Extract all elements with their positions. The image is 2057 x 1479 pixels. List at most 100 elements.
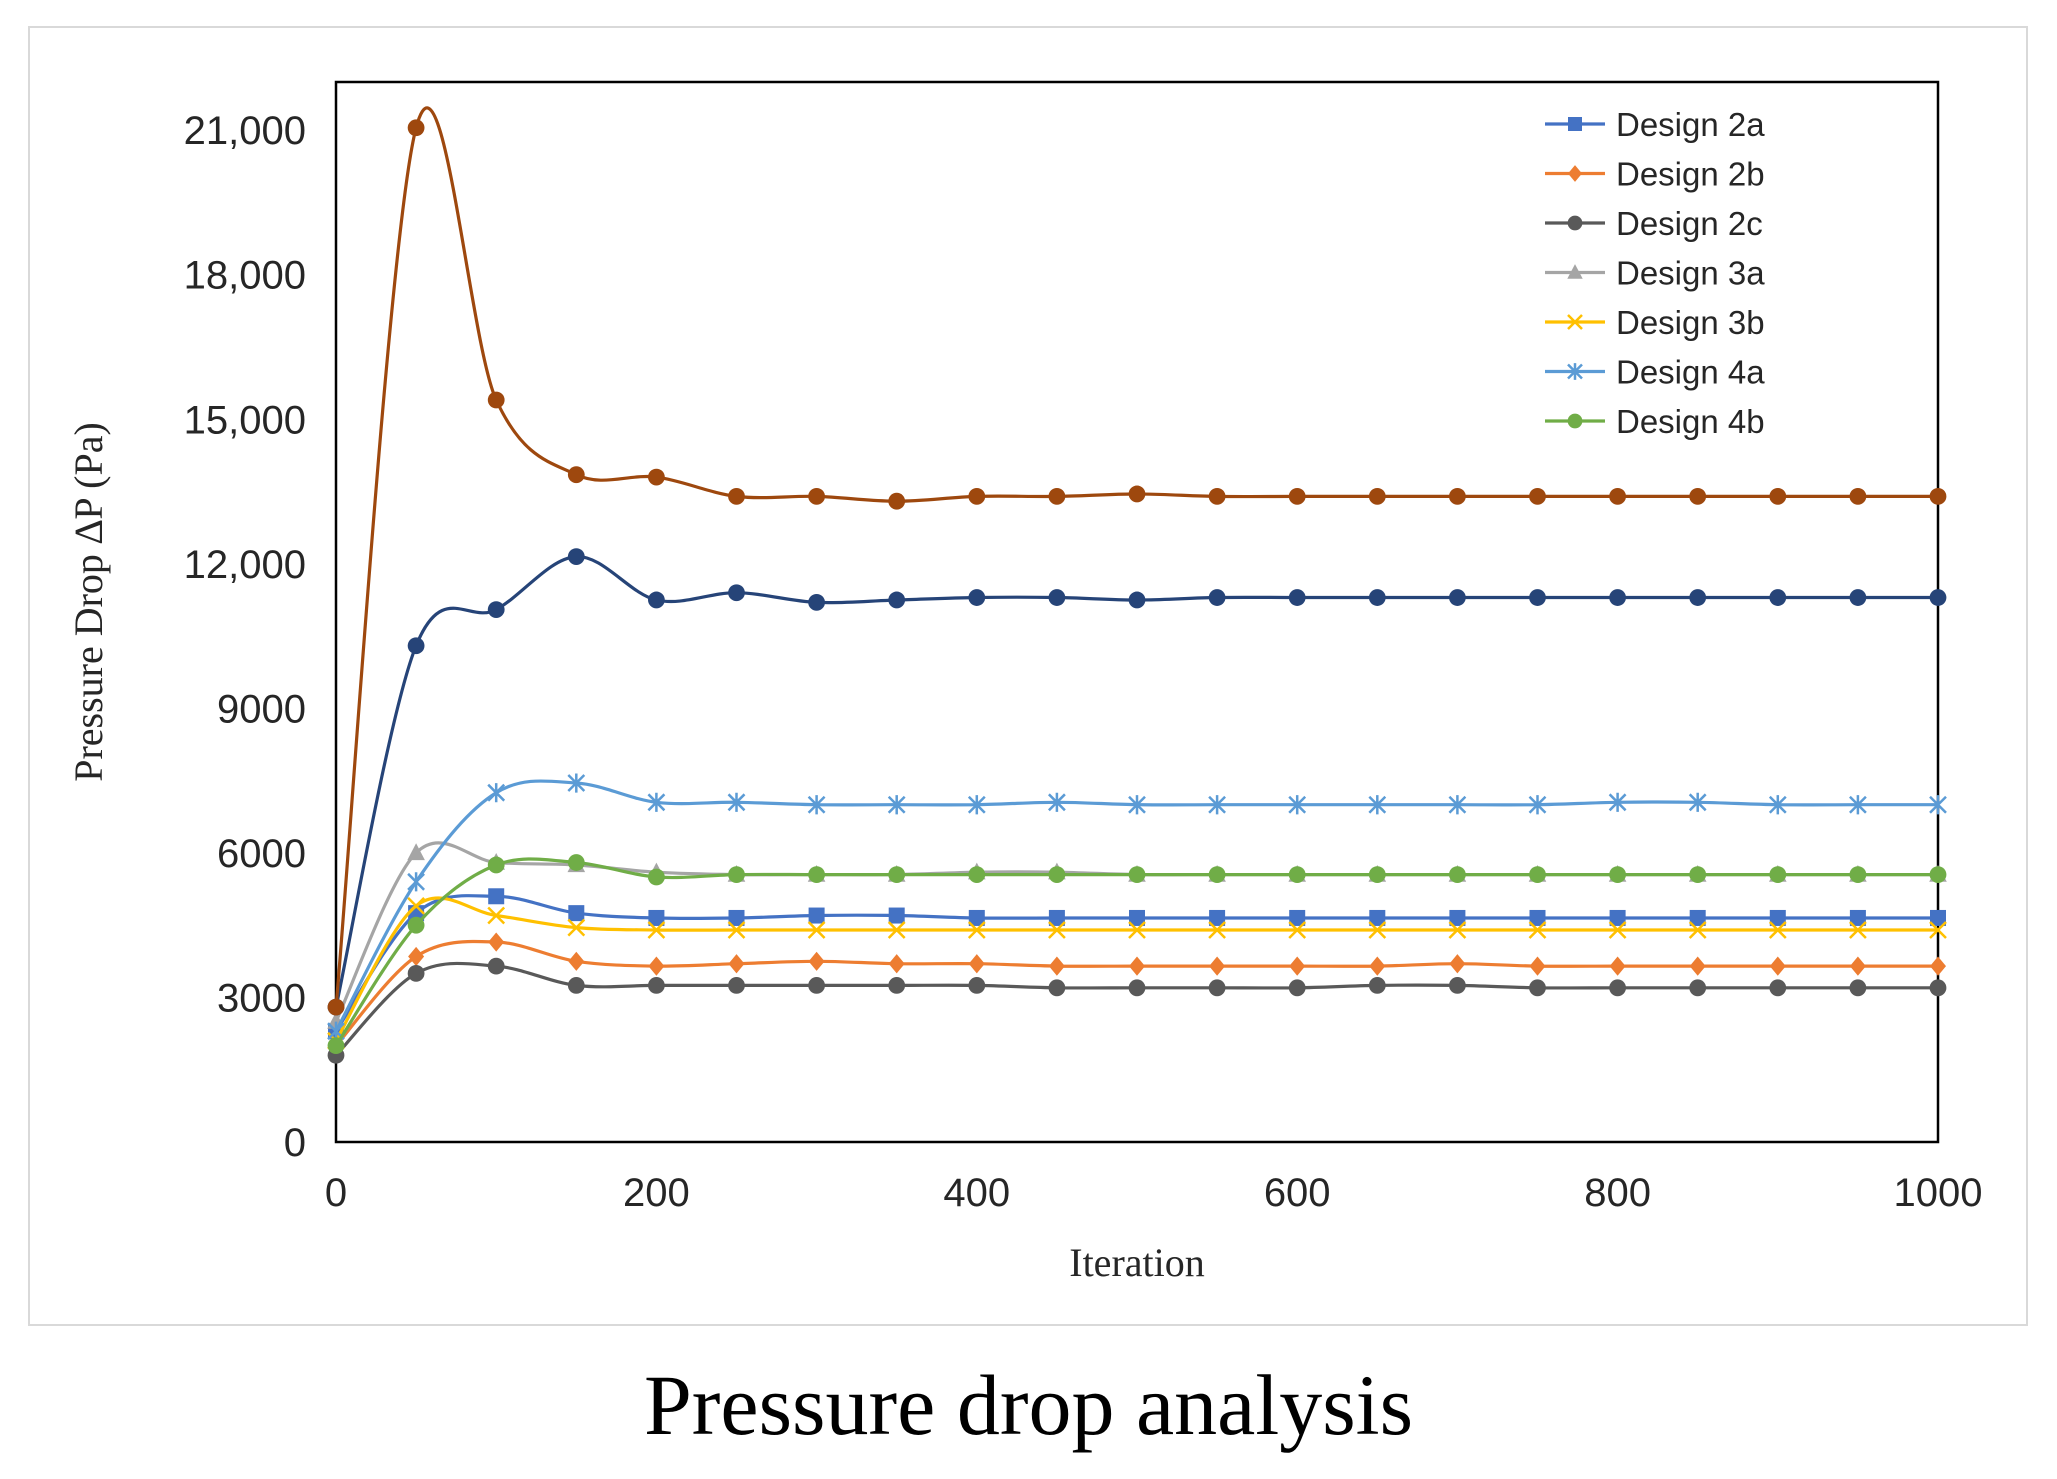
data-point	[567, 977, 585, 994]
data-point	[1208, 589, 1226, 606]
data-point	[648, 591, 665, 609]
legend-entry: Design 4b	[1545, 403, 1765, 440]
legend-entry: Design 4a	[1545, 354, 1765, 391]
data-point	[1929, 866, 1947, 883]
data-point	[808, 951, 825, 971]
data-point	[1529, 487, 1546, 505]
data-point	[408, 946, 425, 967]
data-point	[1368, 795, 1387, 815]
legend-entry: Design 3a	[1545, 255, 1765, 292]
data-point	[1849, 795, 1867, 815]
data-point	[967, 921, 986, 939]
data-point	[1689, 909, 1706, 926]
data-point	[648, 468, 665, 486]
data-point	[1208, 979, 1226, 997]
legend-entry: Design 2b	[1545, 156, 1765, 193]
data-point	[808, 866, 825, 883]
data-point	[1368, 977, 1386, 994]
data-point	[888, 977, 906, 994]
figure-caption: Pressure drop analysis	[643, 1357, 1414, 1453]
legend-entry: Design 3b	[1545, 304, 1765, 341]
data-point	[1929, 589, 1947, 606]
data-point	[1449, 866, 1466, 883]
data-point	[1208, 795, 1226, 815]
series-design-4b	[327, 854, 1947, 1055]
data-point	[1288, 487, 1306, 505]
data-point	[1208, 921, 1226, 939]
data-point	[888, 492, 906, 510]
data-point	[1929, 979, 1947, 997]
data-point	[1608, 792, 1627, 812]
data-point	[1568, 117, 1582, 131]
legend: Design 2a Design 2b Design 2c Design 3a Desi…	[1545, 106, 1765, 440]
data-point	[1567, 215, 1583, 231]
data-point	[968, 487, 986, 505]
y-tick-label: 18,000	[184, 254, 306, 298]
series-design-2a	[328, 888, 1946, 1040]
data-point	[807, 921, 826, 939]
data-point	[1129, 909, 1145, 926]
data-point	[1568, 165, 1582, 182]
y-axis-title: Pressure Drop ∆P (Pa)	[66, 422, 111, 782]
series-design-4a	[327, 773, 1947, 1041]
plot-area-border	[334, 80, 1940, 1144]
data-point	[1769, 866, 1787, 883]
data-point	[1048, 921, 1066, 939]
data-point	[1769, 956, 1786, 976]
data-point	[1369, 956, 1386, 976]
data-point	[1128, 866, 1146, 883]
data-point	[1289, 956, 1306, 976]
data-point	[488, 932, 505, 952]
data-point	[1048, 956, 1065, 976]
data-point	[1529, 909, 1546, 926]
legend-entry: Design 2c	[1545, 205, 1763, 242]
data-point	[648, 956, 665, 976]
data-point	[1849, 956, 1866, 976]
data-point	[1849, 909, 1866, 926]
data-point	[1769, 487, 1787, 505]
data-point	[968, 977, 986, 994]
data-point	[568, 905, 585, 922]
data-point	[1529, 866, 1546, 883]
y-tick-label: 21,000	[184, 109, 306, 153]
data-point	[1768, 921, 1787, 939]
data-point	[728, 487, 745, 505]
data-point	[407, 964, 425, 982]
data-point	[1209, 909, 1226, 926]
data-point	[1769, 909, 1786, 926]
data-point	[1369, 909, 1386, 926]
data-point	[1567, 363, 1583, 380]
data-point	[1930, 909, 1946, 926]
x-tick-label: 1000	[1894, 1171, 1983, 1215]
data-point	[1609, 956, 1626, 976]
data-point	[728, 954, 745, 974]
data-point	[1929, 795, 1947, 815]
series-design-2c	[327, 957, 1947, 1064]
data-point	[327, 1037, 345, 1055]
data-point	[888, 866, 906, 883]
data-point	[1768, 795, 1787, 815]
data-point	[1288, 795, 1307, 815]
data-point	[487, 957, 505, 975]
data-point	[1449, 954, 1466, 974]
data-point	[888, 591, 906, 609]
data-point	[567, 466, 585, 484]
data-point	[567, 918, 586, 937]
data-point	[1449, 487, 1466, 505]
data-point	[1128, 921, 1146, 939]
data-point	[487, 601, 505, 618]
data-point	[1048, 909, 1065, 926]
data-point	[888, 954, 905, 974]
series-design-3b	[327, 896, 1947, 1050]
data-point	[567, 854, 585, 871]
data-point	[1849, 921, 1867, 939]
data-point	[1929, 487, 1947, 505]
data-point	[1449, 977, 1466, 994]
data-point	[1567, 264, 1583, 279]
series-line	[334, 779, 1938, 1032]
data-point	[728, 584, 745, 602]
data-point	[968, 954, 985, 974]
data-point	[807, 795, 826, 815]
data-point	[1368, 921, 1387, 939]
data-point	[1048, 792, 1066, 812]
